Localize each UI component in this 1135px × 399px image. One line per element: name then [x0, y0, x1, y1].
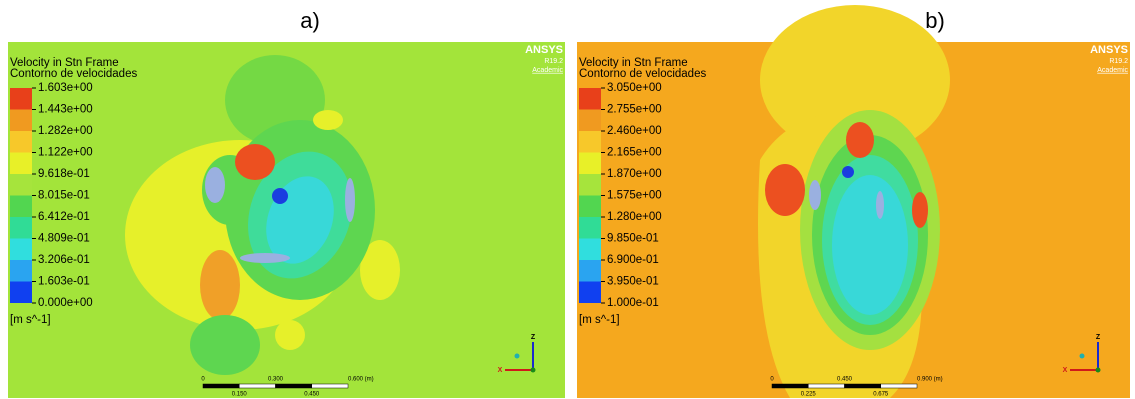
color-band [579, 88, 601, 110]
color-band [579, 282, 601, 304]
panel-label: b) [925, 8, 945, 33]
legend-label: 1.280e+00 [607, 211, 662, 223]
color-band [579, 153, 601, 175]
color-band [10, 131, 32, 153]
legend-label: 1.575e+00 [607, 190, 662, 202]
scale-bar-segment [276, 384, 312, 388]
legend-label: 1.443e+00 [38, 104, 93, 116]
legend-label: 8.015e-01 [38, 190, 90, 202]
scale-bar-segment [881, 384, 917, 388]
legend-label: 4.809e-01 [38, 233, 90, 245]
scale-label: 0.900 (m) [917, 377, 943, 383]
color-band [579, 239, 601, 261]
color-band [10, 196, 32, 218]
scale-label: 0.450 [304, 392, 320, 398]
legend-label: 9.618e-01 [38, 168, 90, 180]
legend-subtitle: Contorno de velocidades [10, 68, 137, 80]
scale-bar-segment [203, 384, 239, 388]
figure: a)Velocity in Stn FrameContorno de veloc… [0, 0, 1135, 399]
logo: ANSYS [1090, 44, 1128, 56]
legend-label: 1.603e+00 [38, 82, 93, 94]
axis-origin [1096, 368, 1101, 373]
color-band [10, 110, 32, 132]
legend-label: 3.206e-01 [38, 254, 90, 266]
unit-label: [m s^-1] [10, 314, 51, 326]
legend-label: 1.000e-01 [607, 297, 659, 309]
color-band [579, 110, 601, 132]
scale-label: 0.225 [801, 392, 817, 398]
color-band [579, 260, 601, 282]
legend-label: 3.050e+00 [607, 82, 662, 94]
view-marker [1080, 354, 1085, 359]
legend-label: 1.282e+00 [38, 125, 93, 137]
axis-label: X [498, 367, 503, 374]
scale-bar-segment [772, 384, 808, 388]
legend-label: 6.412e-01 [38, 211, 90, 223]
scale-bar-segment [312, 384, 348, 388]
scale-label: 0.675 [873, 392, 889, 398]
scale-label: 0.450 [837, 377, 853, 383]
color-band [10, 260, 32, 282]
scale-bar-segment [808, 384, 844, 388]
color-band [579, 131, 601, 153]
logo-version: R19.2 [544, 58, 563, 65]
scale-bar-segment [845, 384, 881, 388]
color-band [10, 153, 32, 175]
view-marker [515, 354, 520, 359]
color-band [10, 174, 32, 196]
scale-label: 0.600 (m) [348, 377, 374, 383]
color-band [10, 282, 32, 304]
legend-label: 9.850e-01 [607, 233, 659, 245]
color-band [579, 217, 601, 239]
logo: ANSYS [525, 44, 563, 56]
legend-label: 1.603e-01 [38, 276, 90, 288]
legend-label: 2.165e+00 [607, 147, 662, 159]
logo-edition: Academic [532, 67, 563, 74]
unit-label: [m s^-1] [579, 314, 620, 326]
axis-label: Z [531, 334, 536, 341]
legend-label: 0.000e+00 [38, 297, 93, 309]
logo-edition: Academic [1097, 67, 1128, 74]
legend-label: 3.950e-01 [607, 276, 659, 288]
color-band [10, 88, 32, 110]
scale-bar-segment [239, 384, 275, 388]
panel-label: a) [300, 8, 320, 33]
axis-label: Z [1096, 334, 1101, 341]
scale-label: 0.300 [268, 377, 284, 383]
color-band [10, 217, 32, 239]
logo-version: R19.2 [1109, 58, 1128, 65]
axis-label: X [1063, 367, 1068, 374]
legend-subtitle: Contorno de velocidades [579, 68, 706, 80]
axis-origin [531, 368, 536, 373]
legend-label: 2.755e+00 [607, 104, 662, 116]
legend-label: 1.122e+00 [38, 147, 93, 159]
legend-label: 1.870e+00 [607, 168, 662, 180]
legend-label: 6.900e-01 [607, 254, 659, 266]
legend-label: 2.460e+00 [607, 125, 662, 137]
scale-label: 0.150 [232, 392, 248, 398]
color-band [10, 239, 32, 261]
color-band [579, 174, 601, 196]
color-band [579, 196, 601, 218]
